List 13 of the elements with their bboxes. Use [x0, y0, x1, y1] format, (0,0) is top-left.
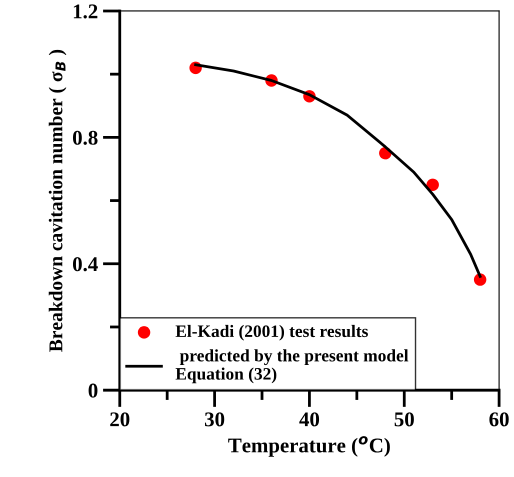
legend-label: predicted by the present model Equation (32)	[176, 349, 408, 384]
legend-label: El-Kadi (2001) test results	[176, 324, 368, 341]
y-axis-title: Breakdown cavitation number ( σ$_{B}$ )	[48, 50, 66, 352]
y-tick-label: 0.8	[72, 130, 98, 145]
y-tick-label: 1.2	[74, 4, 98, 18]
x-tick-label: 30	[204, 412, 224, 426]
x-tick-label: 50	[394, 412, 414, 426]
y-tick-label: 0.4	[72, 257, 98, 272]
x-tick-label: 60	[489, 412, 509, 426]
x-axis-title: Temperature ($^{o}$C)	[228, 436, 390, 457]
x-tick-label: 20	[110, 412, 130, 426]
x-tick-label: 40	[299, 412, 320, 426]
y-tick-label: 0	[88, 384, 98, 398]
